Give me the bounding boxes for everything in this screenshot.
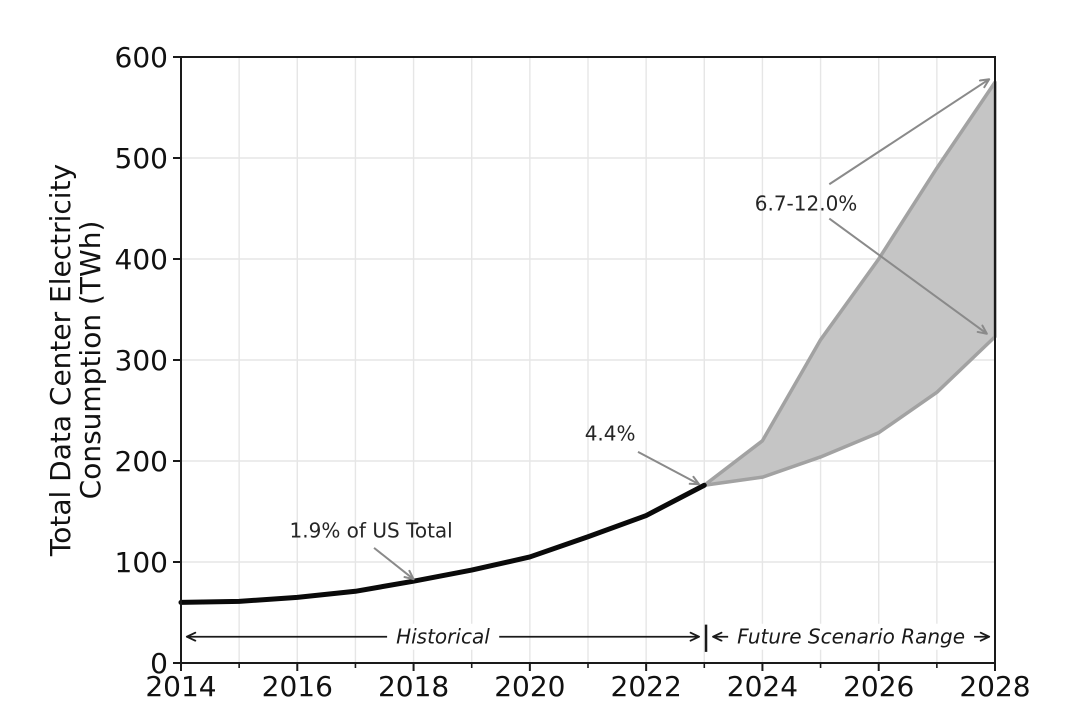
y-tick-label: 200	[115, 445, 168, 478]
x-axis: 2014 2016 2018 2020 2022 2024 2026 2028	[145, 663, 1031, 703]
range-label-gap	[728, 623, 975, 650]
historical-line	[178, 482, 707, 605]
range-label: Historical	[396, 625, 490, 649]
y-tick-label: 600	[115, 41, 168, 74]
x-tick-label: 2028	[959, 670, 1030, 703]
annotation: 1.9% of US Total	[290, 519, 453, 581]
x-tick-label: 2020	[494, 670, 565, 703]
range-label-gap	[387, 623, 500, 650]
annotation-text: 1.9% of US Total	[290, 519, 453, 543]
range-label: Future Scenario Range	[737, 625, 965, 649]
x-tick-label: 2022	[611, 670, 682, 703]
scenario-band	[702, 80, 997, 487]
x-tick-label: 2024	[727, 670, 798, 703]
annotation-arrow	[828, 78, 991, 186]
x-tick-label: 2016	[262, 670, 333, 703]
y-axis-label: Total Data Center Electricity	[44, 164, 77, 557]
annotation: 6.7-12.0%	[755, 78, 991, 335]
x-tick-label: 2018	[378, 670, 449, 703]
range-annotation: Historical	[185, 623, 700, 650]
annotation-text: 6.7-12.0%	[755, 191, 858, 215]
y-axis: 0 100 200 300 400 500 600	[115, 41, 181, 680]
y-tick-label: 400	[115, 243, 168, 276]
y-tick-label: 100	[115, 546, 168, 579]
annotation-text: 4.4%	[585, 422, 636, 446]
x-tick-label: 2014	[145, 670, 216, 703]
y-tick-label: 0	[150, 647, 168, 680]
annotation-arrow	[373, 547, 415, 581]
y-axis-label: Consumption (TWh)	[74, 221, 107, 500]
y-tick-label: 500	[115, 142, 168, 175]
annotation-arrow	[828, 217, 988, 335]
range-annotation: Future Scenario Range	[712, 623, 991, 650]
annotation: 4.4%	[585, 422, 701, 486]
y-tick-label: 300	[115, 344, 168, 377]
x-tick-label: 2026	[843, 670, 914, 703]
annotation-arrow	[637, 451, 701, 486]
